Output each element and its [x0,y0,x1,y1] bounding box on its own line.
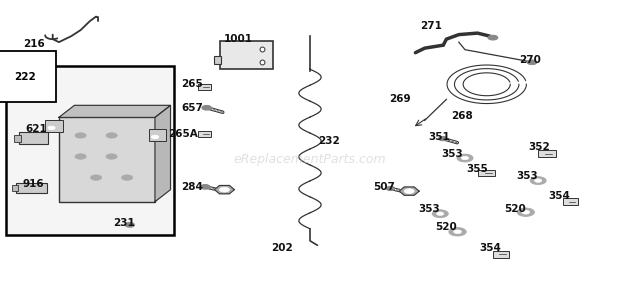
Circle shape [125,222,135,227]
Text: 202: 202 [271,243,293,253]
Text: 265: 265 [181,79,203,89]
Bar [538,150,556,157]
Text: 268: 268 [451,111,473,121]
Bar [149,129,166,141]
Circle shape [75,154,86,159]
Text: 265A: 265A [168,129,198,139]
Polygon shape [399,187,419,195]
Text: 284: 284 [181,182,203,192]
Circle shape [219,187,229,192]
Circle shape [48,126,55,130]
Bar [16,183,46,193]
Text: 270: 270 [519,55,541,65]
Circle shape [534,179,542,182]
Bar [198,84,211,90]
Circle shape [91,175,102,180]
Bar [478,170,495,176]
Circle shape [530,177,546,185]
Bar [19,132,48,144]
Bar [59,117,155,202]
Text: 916: 916 [22,178,43,189]
Circle shape [106,154,117,159]
Text: 520: 520 [503,204,526,214]
Text: 351: 351 [428,132,450,142]
Text: 232: 232 [317,136,340,147]
Circle shape [200,185,210,189]
Text: 353: 353 [516,171,538,181]
Text: 1001: 1001 [224,34,253,44]
Circle shape [122,175,133,180]
Polygon shape [215,185,234,194]
Circle shape [151,135,159,139]
Circle shape [488,35,498,40]
Polygon shape [155,105,170,202]
Circle shape [404,189,414,194]
Circle shape [449,228,466,236]
Text: 352: 352 [528,142,551,153]
Text: 353: 353 [441,148,464,159]
Circle shape [432,210,448,218]
Circle shape [527,60,537,65]
Text: 520: 520 [435,222,458,232]
Text: 355: 355 [466,163,489,174]
Circle shape [438,137,447,141]
Bar [45,120,63,132]
Text: 621: 621 [25,124,47,135]
Text: 222: 222 [14,72,35,82]
Bar [14,135,21,142]
Circle shape [386,186,395,191]
Text: 354: 354 [548,191,570,201]
Circle shape [457,154,473,162]
Text: 353: 353 [418,204,441,214]
Circle shape [461,156,469,160]
Bar [220,41,273,69]
Bar [6,66,174,235]
Circle shape [436,212,444,216]
Text: 271: 271 [420,20,442,31]
Text: 231: 231 [113,218,135,228]
Bar [494,251,508,258]
Circle shape [75,133,86,138]
Circle shape [454,230,461,234]
Polygon shape [59,105,170,117]
Bar [563,198,578,205]
Text: 657: 657 [181,103,203,113]
Circle shape [522,210,529,214]
Bar [12,185,18,191]
Text: 216: 216 [23,39,45,49]
Circle shape [202,105,211,110]
Bar [198,131,211,137]
Text: 269: 269 [389,94,410,104]
Circle shape [517,208,534,216]
Text: 354: 354 [479,243,501,253]
Text: 507: 507 [373,182,396,192]
Text: eReplacementParts.com: eReplacementParts.com [234,153,386,166]
Bar [214,56,221,64]
Circle shape [106,133,117,138]
